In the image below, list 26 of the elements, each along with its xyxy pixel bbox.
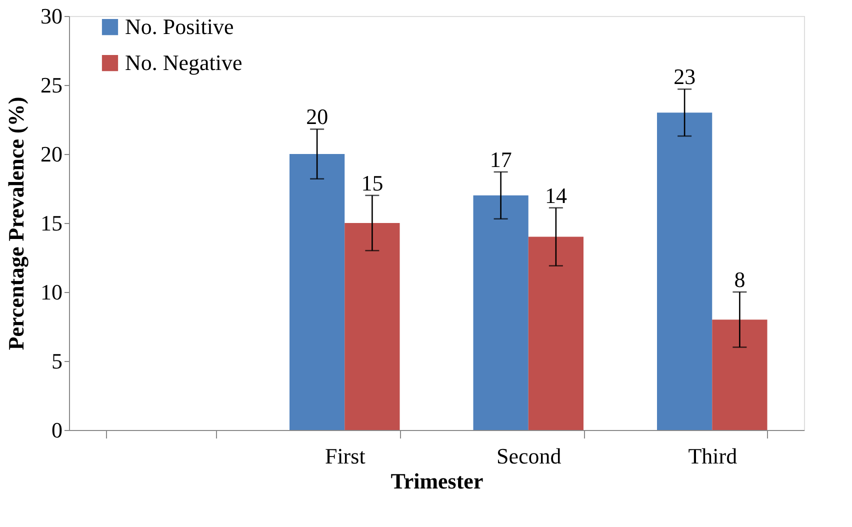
bar xyxy=(473,195,528,430)
y-tick-label: 30 xyxy=(40,4,62,28)
y-tick-label: 10 xyxy=(40,280,62,304)
y-axis-title: Percentage Prevalence (%) xyxy=(4,96,28,350)
y-tick-label: 5 xyxy=(52,348,62,374)
data-label: 17 xyxy=(490,146,512,172)
y-tick-label: 20 xyxy=(40,142,62,166)
x-tick-label: First xyxy=(324,444,366,468)
bar xyxy=(344,223,400,430)
x-tick-label: Third xyxy=(688,444,738,468)
data-label: 20 xyxy=(306,104,328,130)
bar xyxy=(528,236,584,430)
legend-label: No. Positive xyxy=(125,14,234,39)
bar xyxy=(712,320,768,430)
data-label: 14 xyxy=(544,182,567,208)
y-tick-label: 25 xyxy=(40,72,62,98)
x-tick-label: Second xyxy=(496,444,562,468)
y-tick-label: 15 xyxy=(40,210,62,236)
bar xyxy=(290,154,345,430)
data-label: 15 xyxy=(361,170,384,196)
x-axis-title: Trimester xyxy=(390,468,484,494)
y-tick-label: 0 xyxy=(52,418,62,442)
legend-label: No. Negative xyxy=(125,50,242,75)
data-label: 8 xyxy=(734,267,746,292)
bar xyxy=(657,112,712,430)
data-label: 23 xyxy=(674,64,696,90)
